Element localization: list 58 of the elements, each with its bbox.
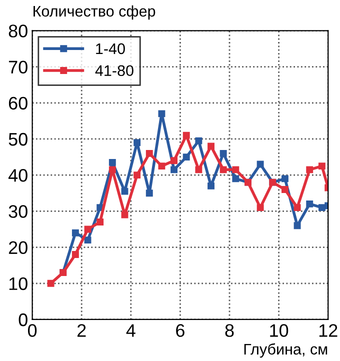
point <box>134 172 141 179</box>
y-tick-label: 20 <box>8 241 28 254</box>
y-axis-title: Количество сфер <box>34 5 156 20</box>
point <box>108 166 116 174</box>
y-tick-label: 70 <box>8 60 28 74</box>
point <box>256 160 264 168</box>
point <box>47 280 54 287</box>
point <box>158 162 166 170</box>
point <box>232 175 240 182</box>
point <box>195 137 202 144</box>
point <box>281 186 288 193</box>
y-tick-label: 60 <box>8 96 28 110</box>
point <box>72 251 79 258</box>
point <box>84 236 92 244</box>
point <box>121 188 128 195</box>
point <box>146 150 153 157</box>
y-tick-label: 80 <box>8 24 28 38</box>
point <box>232 166 240 174</box>
point <box>256 204 264 212</box>
point <box>146 190 153 197</box>
point <box>108 158 116 166</box>
x-tick-label: 2 <box>77 324 86 337</box>
x-axis-title: Глубина, см <box>244 343 328 358</box>
point <box>208 142 214 150</box>
x-tick-label: 10 <box>270 324 288 337</box>
y-tick-label: 10 <box>9 277 28 290</box>
point <box>170 157 178 164</box>
point <box>182 132 190 139</box>
point <box>220 150 227 157</box>
point <box>220 166 227 174</box>
point <box>318 204 326 212</box>
point <box>281 175 288 182</box>
point <box>182 154 190 161</box>
x-tick-label: 8 <box>225 324 234 337</box>
point <box>134 139 141 146</box>
x-tick-label: 12 <box>319 324 338 337</box>
point <box>96 218 104 226</box>
y-tick-label: 40 <box>8 169 28 182</box>
point <box>294 222 301 230</box>
point <box>170 166 178 174</box>
y-tick-label: 50 <box>8 132 28 146</box>
point <box>294 204 301 212</box>
x-tick-label: 0 <box>28 324 37 337</box>
point <box>158 110 166 118</box>
y-tick-label: 30 <box>8 205 28 218</box>
point <box>306 166 314 174</box>
y-tick-label: 0 <box>18 313 28 326</box>
point <box>306 200 314 208</box>
point <box>208 182 214 190</box>
point <box>195 166 202 174</box>
point <box>72 229 79 236</box>
point <box>318 162 326 170</box>
point <box>84 226 92 233</box>
x-tick-label: 6 <box>176 324 184 337</box>
point <box>121 211 128 218</box>
legend-label: 41-80 <box>95 65 134 76</box>
x-tick-label: 4 <box>126 324 136 337</box>
legend-label: 1-40 <box>96 43 125 54</box>
